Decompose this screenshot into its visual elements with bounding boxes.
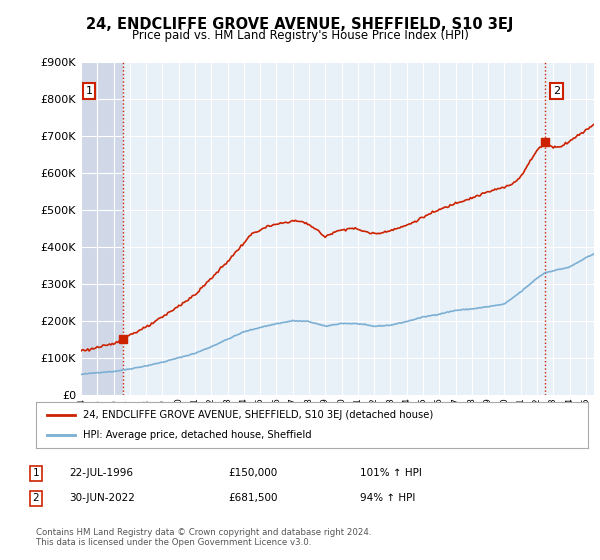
Text: £681,500: £681,500 [228,493,277,503]
Text: £150,000: £150,000 [228,468,277,478]
Text: 2: 2 [32,493,40,503]
Text: 101% ↑ HPI: 101% ↑ HPI [360,468,422,478]
Text: 2: 2 [553,86,560,96]
Text: Contains HM Land Registry data © Crown copyright and database right 2024.
This d: Contains HM Land Registry data © Crown c… [36,528,371,547]
Text: 24, ENDCLIFFE GROVE AVENUE, SHEFFIELD, S10 3EJ (detached house): 24, ENDCLIFFE GROVE AVENUE, SHEFFIELD, S… [83,410,433,420]
Text: Price paid vs. HM Land Registry's House Price Index (HPI): Price paid vs. HM Land Registry's House … [131,29,469,42]
Text: 1: 1 [86,86,92,96]
Text: 94% ↑ HPI: 94% ↑ HPI [360,493,415,503]
Text: 30-JUN-2022: 30-JUN-2022 [69,493,135,503]
Text: 1: 1 [32,468,40,478]
Text: HPI: Average price, detached house, Sheffield: HPI: Average price, detached house, Shef… [83,430,311,440]
Text: 24, ENDCLIFFE GROVE AVENUE, SHEFFIELD, S10 3EJ: 24, ENDCLIFFE GROVE AVENUE, SHEFFIELD, S… [86,17,514,32]
Text: 22-JUL-1996: 22-JUL-1996 [69,468,133,478]
Bar [81,62,122,395]
